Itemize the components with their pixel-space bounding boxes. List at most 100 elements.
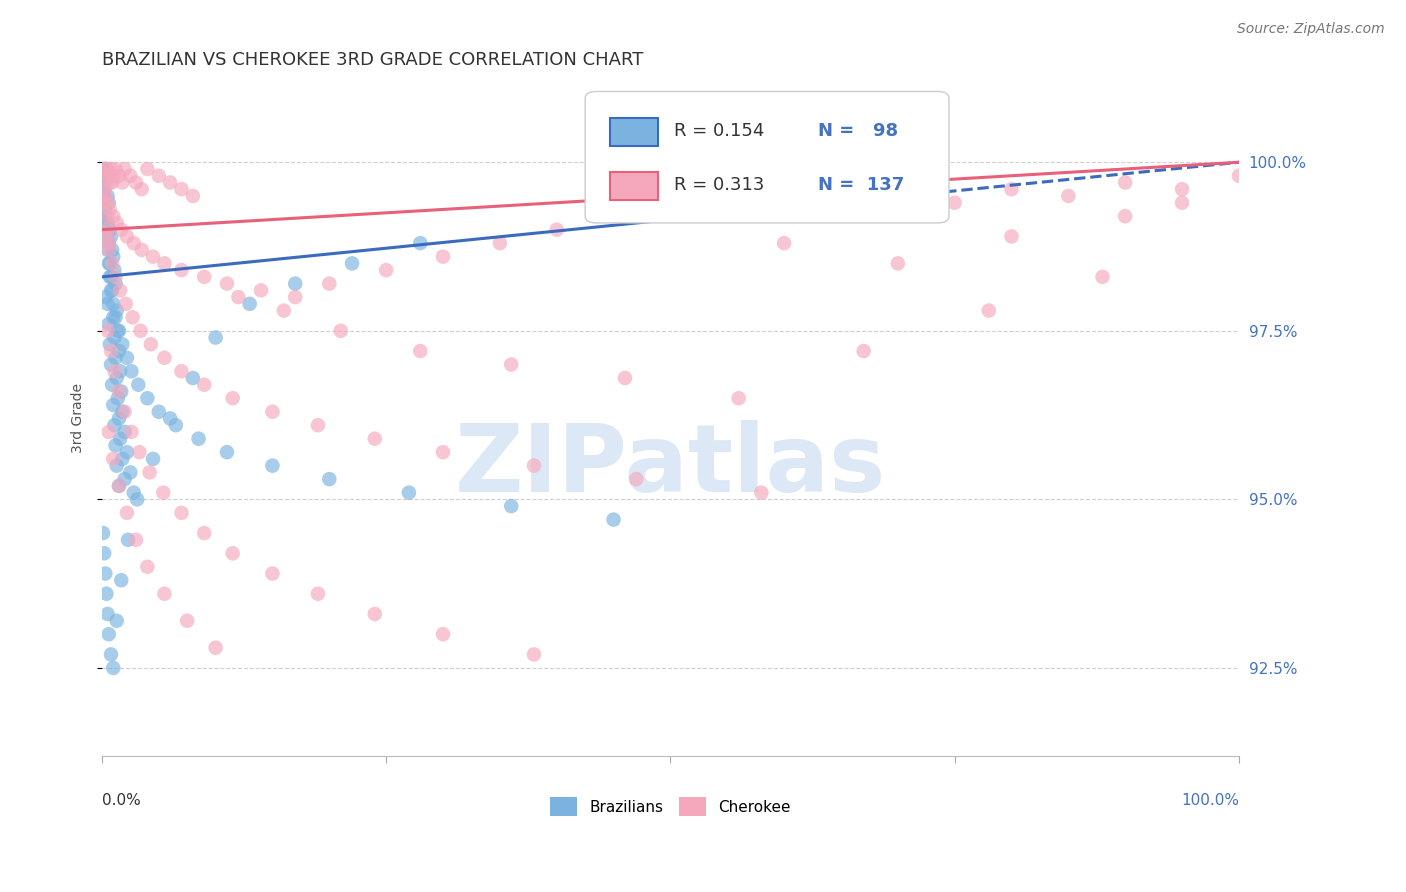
- Point: [103, 364, 125, 378]
- Point: [329, 324, 352, 338]
- Point: [159, 411, 181, 425]
- Point: [104, 277, 127, 291]
- Point: [120, 169, 142, 183]
- Point: [830, 182, 852, 196]
- Point: [239, 297, 262, 311]
- Point: [409, 344, 432, 359]
- Point: [273, 303, 295, 318]
- Point: [97, 169, 120, 183]
- Point: [96, 161, 118, 176]
- Point: [128, 445, 150, 459]
- Point: [103, 661, 125, 675]
- Point: [104, 161, 127, 176]
- Point: [104, 310, 127, 325]
- Point: [115, 229, 138, 244]
- Point: [432, 445, 454, 459]
- Point: [152, 485, 174, 500]
- Point: [131, 243, 153, 257]
- Point: [773, 189, 796, 203]
- Point: [114, 425, 136, 439]
- Point: [97, 324, 120, 338]
- Point: [193, 269, 215, 284]
- Point: [114, 161, 136, 176]
- Point: [98, 222, 121, 236]
- Point: [97, 189, 120, 203]
- Point: [176, 614, 198, 628]
- Point: [1227, 169, 1250, 183]
- Point: [97, 627, 120, 641]
- Point: [523, 458, 546, 473]
- Point: [94, 176, 117, 190]
- Text: R = 0.154: R = 0.154: [673, 121, 765, 139]
- Point: [108, 411, 131, 425]
- Point: [94, 202, 117, 217]
- Point: [98, 337, 121, 351]
- Point: [121, 310, 143, 325]
- Point: [103, 418, 125, 433]
- Point: [103, 310, 125, 325]
- Text: 0.0%: 0.0%: [101, 793, 141, 807]
- Point: [115, 506, 138, 520]
- Point: [887, 189, 910, 203]
- Point: [125, 533, 148, 547]
- Point: [100, 229, 122, 244]
- Point: [103, 263, 125, 277]
- Point: [204, 330, 226, 344]
- Point: [716, 195, 738, 210]
- Point: [114, 297, 136, 311]
- Point: [97, 222, 120, 236]
- Point: [101, 176, 124, 190]
- Text: ZIPatlas: ZIPatlas: [454, 419, 886, 512]
- Point: [97, 216, 120, 230]
- Point: [93, 169, 115, 183]
- Point: [103, 169, 125, 183]
- Point: [103, 250, 125, 264]
- Point: [432, 627, 454, 641]
- Point: [613, 371, 636, 385]
- Point: [142, 250, 165, 264]
- Point: [250, 284, 273, 298]
- Point: [1000, 229, 1022, 244]
- Point: [97, 243, 120, 257]
- Point: [115, 445, 138, 459]
- Point: [340, 256, 363, 270]
- Point: [105, 614, 128, 628]
- Point: [110, 384, 132, 399]
- Bar: [610, 171, 658, 200]
- Point: [170, 182, 193, 196]
- Point: [108, 479, 131, 493]
- Text: BRAZILIAN VS CHEROKEE 3RD GRADE CORRELATION CHART: BRAZILIAN VS CHEROKEE 3RD GRADE CORRELAT…: [101, 51, 644, 69]
- Point: [103, 297, 125, 311]
- Point: [364, 607, 387, 621]
- Point: [142, 451, 165, 466]
- Point: [101, 256, 124, 270]
- Point: [97, 195, 120, 210]
- Point: [187, 432, 209, 446]
- Legend: Brazilians, Cherokee: Brazilians, Cherokee: [544, 791, 797, 822]
- Point: [97, 169, 120, 183]
- Point: [105, 371, 128, 385]
- Point: [409, 236, 432, 251]
- Point: [170, 506, 193, 520]
- Point: [1057, 189, 1080, 203]
- Point: [181, 371, 204, 385]
- Point: [100, 161, 122, 176]
- Point: [221, 391, 243, 405]
- Point: [98, 269, 121, 284]
- Point: [96, 161, 118, 176]
- Point: [122, 485, 145, 500]
- Point: [364, 432, 387, 446]
- Point: [111, 451, 134, 466]
- Point: [111, 405, 134, 419]
- Point: [114, 405, 136, 419]
- Point: [165, 418, 187, 433]
- Point: [96, 229, 118, 244]
- Point: [136, 559, 159, 574]
- Point: [97, 297, 120, 311]
- Point: [375, 263, 398, 277]
- Point: [96, 209, 118, 223]
- Point: [284, 277, 307, 291]
- Point: [153, 351, 176, 365]
- Point: [751, 485, 773, 500]
- Point: [1171, 182, 1194, 196]
